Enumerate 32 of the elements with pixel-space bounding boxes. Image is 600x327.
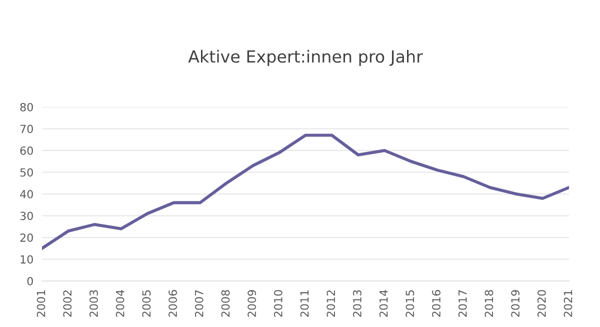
chart-title: Aktive Expert:innen pro Jahr bbox=[188, 50, 423, 66]
y-tick-label: 40 bbox=[20, 190, 33, 198]
x-tick-label: 2001 bbox=[36, 290, 46, 317]
x-tick-label: 2019 bbox=[511, 290, 520, 317]
x-tick-label: 2015 bbox=[406, 290, 414, 317]
x-tick-label: 2016 bbox=[432, 290, 440, 317]
x-tick-label: 2013 bbox=[353, 290, 362, 317]
y-tick-label: 10 bbox=[20, 255, 33, 264]
x-tick-label: 2021 bbox=[564, 290, 572, 317]
x-tick-label: 2004 bbox=[116, 290, 124, 317]
x-tick-label: 2010 bbox=[274, 290, 282, 317]
x-tick-label: 2014 bbox=[379, 290, 388, 317]
x-tick-label: 2005 bbox=[142, 290, 151, 317]
y-tick-label: 50 bbox=[20, 168, 33, 177]
x-tick-label: 2011 bbox=[300, 290, 309, 317]
y-tick-label: 20 bbox=[20, 233, 33, 242]
x-tick-label: 2012 bbox=[326, 290, 336, 317]
x-tick-label: 2007 bbox=[194, 290, 204, 317]
x-tick-label: 2009 bbox=[248, 290, 256, 317]
y-tick-label: 0 bbox=[27, 276, 33, 286]
y-tick-label: 80 bbox=[20, 102, 33, 112]
y-tick-label: 60 bbox=[20, 146, 33, 155]
x-tick-label: 2006 bbox=[168, 290, 177, 317]
x-tick-label: 2017 bbox=[458, 290, 467, 317]
x-tick-label: 2008 bbox=[221, 290, 230, 317]
x-tick-label: 2020 bbox=[537, 290, 546, 317]
line-series bbox=[42, 134, 569, 250]
y-tick-label: 70 bbox=[20, 124, 33, 134]
y-tick-label: 30 bbox=[20, 212, 33, 220]
x-tick-label: 2002 bbox=[63, 290, 72, 317]
x-tick-label: 2003 bbox=[90, 290, 98, 317]
x-tick-label: 2018 bbox=[484, 290, 494, 317]
